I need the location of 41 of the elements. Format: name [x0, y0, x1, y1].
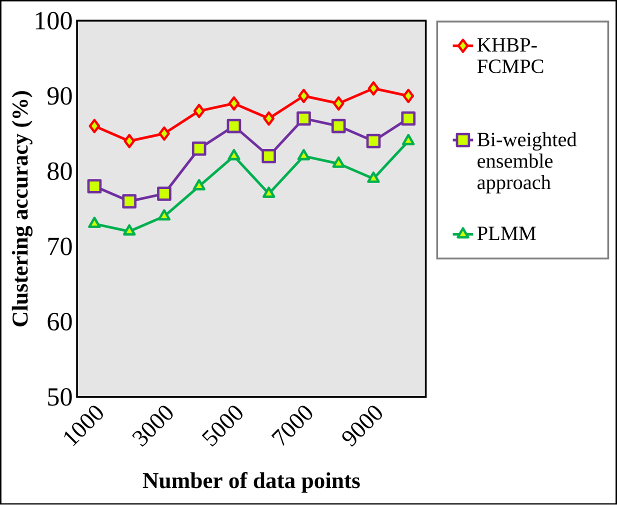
point: [226, 119, 242, 134]
point: [228, 149, 240, 160]
y-tick-label: 100: [36, 12, 72, 30]
point: [331, 119, 346, 134]
y-tick-label: 80: [48, 162, 72, 180]
point: [367, 172, 380, 184]
point: [402, 134, 415, 146]
x-axis-title: Number of data points: [142, 472, 360, 493]
y-tick-label: 60: [48, 313, 72, 331]
point: [401, 112, 416, 126]
point: [88, 216, 101, 228]
legend-label: KHBP-FCMPC: [477, 38, 544, 74]
point: [332, 96, 344, 111]
point: [157, 186, 172, 202]
y-tick-label: 90: [47, 87, 72, 105]
point: [402, 88, 414, 104]
point: [193, 104, 205, 118]
point: [87, 179, 102, 194]
point: [158, 209, 171, 221]
point: [366, 134, 381, 148]
point: [298, 88, 310, 104]
y-axis-title: Clustering accuracy (%): [12, 91, 33, 327]
point: [228, 96, 240, 111]
point: [158, 126, 170, 141]
point: [262, 149, 276, 164]
legend-label: PLMM: [477, 226, 536, 240]
point: [124, 134, 136, 148]
point: [88, 119, 100, 134]
point: [296, 112, 311, 126]
point: [122, 194, 137, 209]
point: [332, 156, 345, 168]
point: [262, 186, 276, 198]
point: [263, 112, 275, 126]
point: [297, 149, 310, 160]
point: [368, 81, 380, 96]
y-tick-label: 50: [48, 388, 72, 406]
point: [122, 224, 136, 236]
y-tick-label: 70: [48, 238, 72, 256]
legend-label: Bi-weighted ensemble approach: [477, 132, 577, 194]
point: [192, 179, 206, 191]
point: [192, 142, 206, 156]
